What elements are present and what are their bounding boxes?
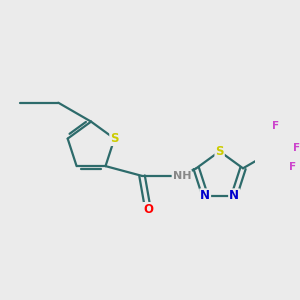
Text: NH: NH bbox=[172, 171, 191, 181]
Text: F: F bbox=[289, 162, 296, 172]
Text: N: N bbox=[229, 189, 239, 202]
Text: S: S bbox=[215, 145, 224, 158]
Text: O: O bbox=[143, 203, 153, 216]
Text: S: S bbox=[110, 132, 119, 145]
Text: F: F bbox=[293, 142, 300, 153]
Text: N: N bbox=[200, 189, 210, 202]
Text: F: F bbox=[272, 121, 279, 131]
